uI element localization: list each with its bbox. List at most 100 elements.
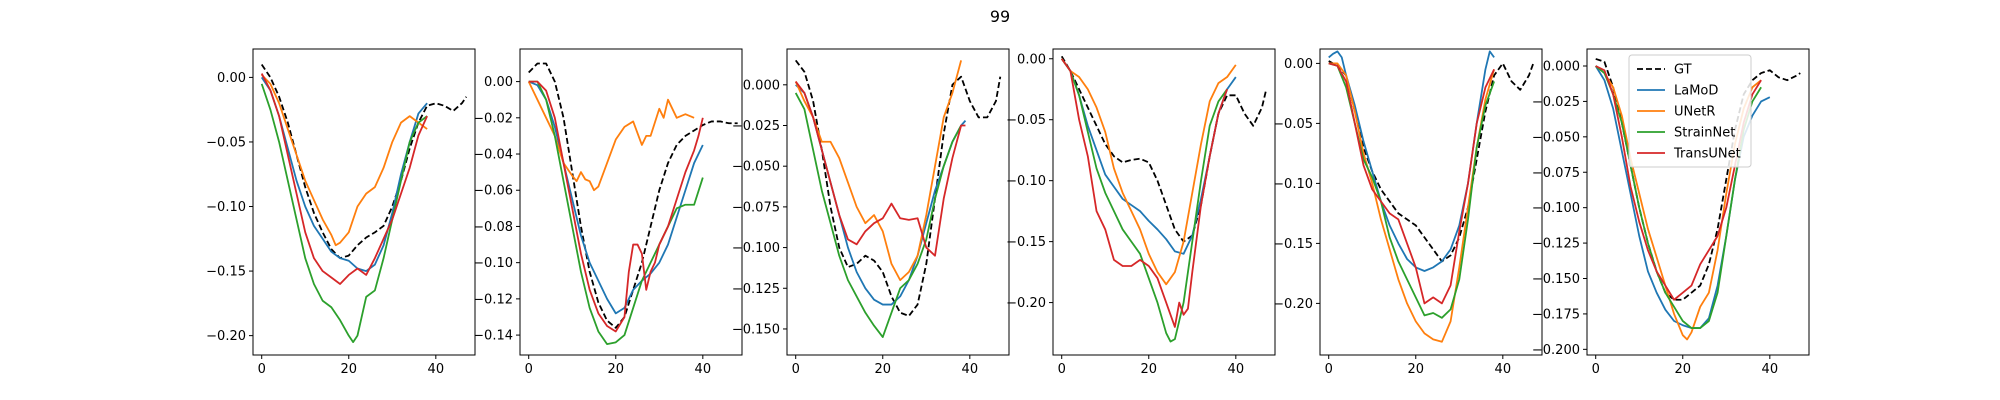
y-tick-label: −0.05 (1273, 117, 1313, 132)
y-tick-label: −0.10 (1006, 174, 1046, 189)
y-tick-label: −0.05 (206, 135, 246, 150)
x-tick-label: 40 (1228, 362, 1245, 377)
axes-frame (519, 48, 743, 356)
subplot-1: 0 20 40 0.00 −0.05 −0.10 −0.15 −0.20 (206, 48, 476, 377)
y-tick-label: −0.150 (1532, 272, 1580, 287)
x-tick-label: 40 (1495, 362, 1512, 377)
y-tick-label: −0.125 (732, 282, 780, 297)
y-tick-label: −0.125 (1532, 237, 1580, 252)
x-tick-label: 20 (340, 362, 357, 377)
series-line-lamod (795, 84, 967, 306)
x-tick-label: 20 (1407, 362, 1424, 377)
legend-label-lamod: LaMoD (1674, 84, 1718, 99)
series-line-lamod (260, 76, 428, 272)
x-tick-label: 20 (1674, 362, 1691, 377)
subplot-3: 0 20 40 0.000 −0.025 −0.050 −0.075 −0.100 −0.125… (732, 48, 1010, 377)
y-tick-label: −0.10 (473, 256, 513, 271)
series-line-gt (1595, 58, 1801, 301)
x-tick-label: 20 (1140, 362, 1157, 377)
series-line-unetr (794, 60, 962, 282)
series-line-strainnet (528, 80, 704, 346)
axes-frame (1586, 48, 1810, 356)
series-line-unetr (1060, 58, 1237, 286)
series-line-strainnet (794, 92, 962, 339)
x-tick-label: 0 (1058, 362, 1066, 377)
y-tick-label: −0.200 (1532, 343, 1580, 358)
y-tick-label: −0.075 (732, 200, 780, 215)
series-line-strainnet (1060, 58, 1228, 343)
axes-frame (1052, 48, 1276, 356)
subplot-4: 0 20 40 0.00 −0.05 −0.10 −0.15 −0.20 (1006, 48, 1276, 377)
y-tick-label: 0.00 (1284, 57, 1313, 72)
series-line-lamod (1328, 50, 1495, 272)
x-tick-label: 0 (792, 362, 800, 377)
y-tick-label: −0.025 (732, 119, 780, 134)
y-tick-label: −0.075 (1532, 166, 1580, 181)
series-line-gt (794, 59, 1002, 317)
series-line-strainnet (1595, 65, 1762, 329)
x-tick-label: 20 (874, 362, 891, 377)
y-tick-label: −0.06 (473, 184, 513, 199)
series-line-transunet (528, 80, 704, 333)
y-tick-label: −0.175 (1532, 307, 1580, 322)
y-tick-label: −0.100 (732, 241, 780, 256)
y-tick-label: −0.050 (1532, 130, 1580, 145)
axes-frame (252, 48, 476, 356)
y-tick-label: −0.100 (1532, 201, 1580, 216)
legend-label-gt: GT (1674, 63, 1692, 78)
y-tick-label: 0.000 (1543, 60, 1580, 75)
x-tick-label: 40 (695, 362, 712, 377)
series-line-transunet (794, 81, 966, 257)
y-tick-label: −0.05 (1006, 113, 1046, 128)
series-line-strainnet (260, 83, 428, 343)
y-tick-label: −0.10 (206, 200, 246, 215)
series-line-transunet (260, 73, 428, 285)
y-tick-label: −0.20 (1273, 297, 1313, 312)
legend-label-strainnet: StrainNet (1674, 126, 1735, 141)
y-tick-label: −0.12 (473, 292, 513, 307)
figure-title: 99 (990, 7, 1010, 26)
y-tick-label: −0.150 (732, 322, 780, 337)
subplot-6: 0 20 40 0.000 −0.025 −0.050 −0.075 −0.100 −0.125… (1532, 48, 1810, 377)
x-tick-label: 0 (1592, 362, 1600, 377)
y-tick-label: −0.02 (473, 111, 513, 126)
y-tick-label: −0.025 (1532, 95, 1580, 110)
series-line-unetr (527, 81, 695, 192)
series-line-gt (1328, 60, 1535, 263)
subplot-2: 0 20 40 0.00 −0.02 −0.04 −0.06 −0.08 −0.10 −0.12 −… (473, 48, 743, 377)
series-line-unetr (1328, 62, 1495, 343)
x-tick-label: 0 (1325, 362, 1333, 377)
y-tick-label: 0.00 (1017, 52, 1046, 67)
y-tick-label: −0.15 (206, 265, 246, 280)
x-tick-label: 0 (258, 362, 266, 377)
y-tick-label: −0.04 (473, 148, 513, 163)
series-line-unetr (261, 74, 428, 247)
y-tick-label: −0.15 (1006, 235, 1046, 250)
y-tick-label: −0.20 (1006, 296, 1046, 311)
y-tick-label: −0.10 (1273, 177, 1313, 192)
y-tick-label: −0.20 (206, 329, 246, 344)
series-line-lamod (528, 80, 704, 315)
y-tick-label: −0.08 (473, 220, 513, 235)
series-line-transunet (1595, 65, 1762, 301)
y-tick-label: −0.050 (732, 160, 780, 175)
y-tick-label: 0.00 (217, 71, 246, 86)
axes-frame (786, 48, 1010, 356)
y-tick-label: −0.15 (1273, 237, 1313, 252)
legend: GT LaMoD UNetR StrainNet TransUNet (1628, 54, 1752, 168)
y-tick-label: 0.00 (484, 75, 513, 90)
legend-box (1628, 54, 1752, 168)
x-tick-label: 40 (428, 362, 445, 377)
x-tick-label: 40 (1762, 362, 1779, 377)
legend-label-unetr: UNetR (1674, 105, 1715, 120)
legend-label-transunet: TransUNet (1673, 147, 1741, 162)
series-line-transunet (1060, 58, 1228, 328)
x-tick-label: 40 (962, 362, 979, 377)
y-tick-label: 0.000 (743, 78, 780, 93)
subplot-5: 0 20 40 0.00 −0.05 −0.10 −0.15 −0.20 (1273, 48, 1543, 377)
y-tick-label: −0.14 (473, 329, 513, 344)
series-line-gt (528, 62, 738, 329)
series-line-gt (1060, 55, 1268, 243)
x-tick-label: 20 (607, 362, 624, 377)
